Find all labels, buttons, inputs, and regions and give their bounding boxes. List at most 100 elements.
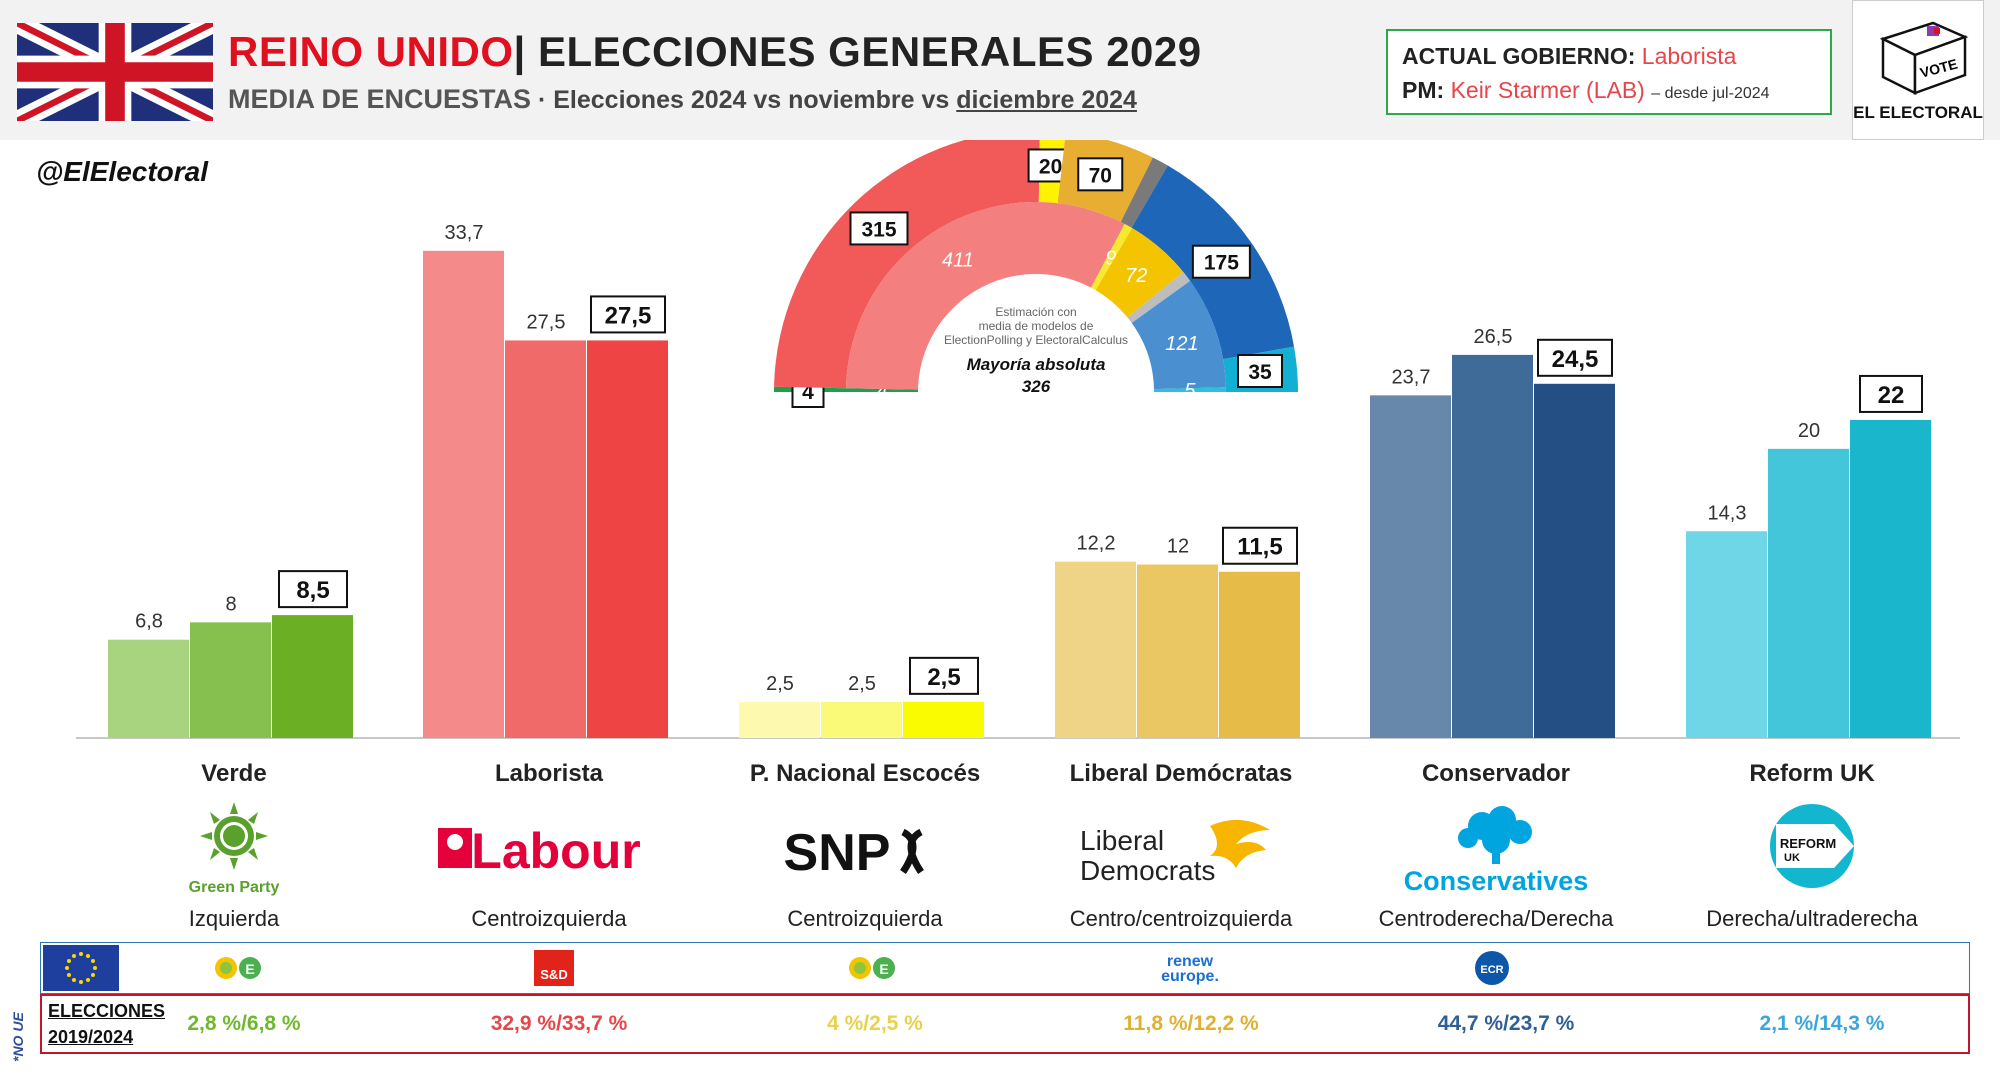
ecr-group-label: ECR xyxy=(1480,964,1503,976)
brand-name: EL ELECTORAL xyxy=(1853,103,1983,122)
eu-group-row xyxy=(40,942,1970,994)
snp-logo: SNP xyxy=(784,824,924,882)
value-label-snp-2: 2,5 xyxy=(927,664,960,691)
seats-outer-label-3: 70 xyxy=(1089,164,1112,187)
bar-verde-2 xyxy=(272,615,353,738)
seats-inner-segment-4 xyxy=(1127,271,1191,324)
libdem-logo: Liberal Democrats xyxy=(1080,819,1270,886)
bar-conservador-0 xyxy=(1370,395,1451,738)
value-label-box-libdem xyxy=(1222,526,1298,565)
result-conservador: 44,7 %/23,7 % xyxy=(1437,1012,1575,1035)
libdem-logo-text-1: Liberal xyxy=(1080,825,1164,856)
government-label: ACTUAL GOBIERNO: xyxy=(1402,43,1636,69)
seats-inner-segment-1 xyxy=(846,202,1125,390)
ideology-laborista: Centroizquierda xyxy=(471,906,627,931)
government-value: Laborista xyxy=(1641,43,1737,69)
value-label-box-snp xyxy=(909,656,979,695)
value-label-libdem-1: 12 xyxy=(1167,536,1189,558)
reform-logo-text-1: REFORM xyxy=(1780,836,1836,851)
subtitle-main: MEDIA DE ENCUESTAS xyxy=(228,84,532,114)
bar-libdem-0 xyxy=(1055,561,1136,738)
green-party-logo: Green Party xyxy=(189,802,280,896)
value-label-box-laborista xyxy=(590,295,666,334)
value-label-box-reform xyxy=(1859,374,1923,413)
seats-inner-segment-0 xyxy=(846,388,919,392)
seats-outer-label-box-1 xyxy=(849,211,909,246)
title-separator: | xyxy=(513,28,538,75)
sd-group-icon: S&D xyxy=(534,950,574,986)
value-label-box-conservador xyxy=(1537,338,1613,377)
bar-libdem-1 xyxy=(1137,564,1218,738)
result-laborista: 32,9 %/33,7 % xyxy=(490,1012,628,1035)
bar-verde-1 xyxy=(190,622,271,738)
majority-value: 326 xyxy=(1022,377,1051,396)
uk-flag-icon xyxy=(17,23,213,121)
bar-libdem-2 xyxy=(1219,571,1300,738)
labour-logo: Labour xyxy=(438,823,641,879)
subtitle-latest: diciembre 2024 xyxy=(956,86,1137,114)
greens-efa-icon-snp: E xyxy=(849,957,895,979)
result-snp: 4 %/2,5 % xyxy=(827,1012,923,1035)
bar-reform-2 xyxy=(1850,419,1931,738)
bar-conservador-1 xyxy=(1452,354,1533,738)
value-label-conservador-1: 26,5 xyxy=(1474,326,1513,348)
results-label-2: 2019/2024 xyxy=(48,1027,134,1047)
pm-label: PM: xyxy=(1402,77,1445,103)
value-label-reform-2: 22 xyxy=(1878,382,1905,409)
bar-snp-1 xyxy=(821,701,902,738)
seats-outer-label-box-6 xyxy=(1237,354,1283,388)
poll-bar-chart: 6,8 8 8,5 33,7 27,5 27,5 2,5 2,5 2,5 12,2 12 11,5 23… xyxy=(76,140,1960,739)
bar-snp-2 xyxy=(903,701,984,738)
party-name-laborista: Laborista xyxy=(494,760,604,787)
conservative-logo-text: Conservatives xyxy=(1404,866,1589,896)
seats-inner-segment-5 xyxy=(1131,280,1226,390)
value-label-laborista-0: 33,7 xyxy=(445,222,484,244)
subtitle-comparison: Elecciones 2024 vs noviembre vs xyxy=(553,86,957,114)
labour-logo-text: Labour xyxy=(471,823,640,879)
party-name-verde: Verde xyxy=(201,760,267,787)
title-country: REINO UNIDO xyxy=(228,28,514,75)
seats-inner-label-5: 121 xyxy=(1165,333,1198,355)
bar-reform-0 xyxy=(1686,531,1767,738)
seats-outer-label-box-5 xyxy=(1191,244,1251,279)
bar-laborista-1 xyxy=(505,340,586,738)
ideology-reform: Derecha/ultraderecha xyxy=(1706,906,1918,931)
value-label-laborista-1: 27,5 xyxy=(527,311,566,333)
seats-outer-label-5: 175 xyxy=(1204,252,1239,275)
seats-inner-segment-3 xyxy=(1095,228,1184,318)
header-banner: REINO UNIDO| ELECCIONES GENERALES 2029 M… xyxy=(0,0,2000,140)
result-reform: 2,1 %/14,3 % xyxy=(1759,1012,1885,1035)
page-subtitle: MEDIA DE ENCUESTAS · Elecciones 2024 vs … xyxy=(228,84,1137,115)
party-name-conservador: Conservador xyxy=(1421,760,1571,787)
party-name-libdem: Liberal Demócratas xyxy=(1069,760,1293,787)
sd-group-label: S&D xyxy=(540,967,567,982)
svg-text:E: E xyxy=(879,961,888,977)
seats-inner-label-2: 9 xyxy=(1105,247,1116,269)
result-libdem: 11,8 %/12,2 % xyxy=(1123,1012,1259,1035)
snp-logo-text: SNP xyxy=(784,824,891,882)
reform-logo-text-2: UK xyxy=(1784,852,1800,864)
no-ue-label: *NO UE xyxy=(10,1012,26,1062)
government-row: ACTUAL GOBIERNO: Laborista xyxy=(1402,39,1816,73)
seats-note-1: media de modelos de xyxy=(979,319,1094,333)
pm-value: Keir Starmer (LAB) xyxy=(1450,77,1645,103)
renew-europe-icon: renew europe. xyxy=(1161,953,1219,985)
bar-snp-0 xyxy=(739,701,820,738)
seats-note-2: ElectionPolling y ElectoralCalculus xyxy=(944,333,1128,347)
value-label-conservador-0: 23,7 xyxy=(1392,366,1431,388)
value-label-libdem-0: 12,2 xyxy=(1077,533,1116,555)
twitter-handle: @ElElectoral xyxy=(36,156,209,187)
ecr-group-icon: ECR xyxy=(1475,951,1509,985)
svg-text:E: E xyxy=(245,961,254,977)
eu-flag-icon xyxy=(43,945,119,991)
seats-inner-segment-6 xyxy=(1153,387,1226,392)
value-label-reform-0: 14,3 xyxy=(1708,502,1747,524)
ideology-libdem: Centro/centroizquierda xyxy=(1069,906,1293,931)
majority-label: Mayoría absoluta xyxy=(967,355,1106,374)
el-electoral-logo: VOTE EL ELECTORAL xyxy=(1852,0,1984,140)
value-label-libdem-2: 11,5 xyxy=(1237,534,1282,561)
ballot-box-icon: VOTE xyxy=(1879,21,1969,96)
seats-outer-segment-4 xyxy=(1120,157,1168,228)
conservative-logo: Conservatives xyxy=(1404,806,1589,896)
green-logo-text: Green Party xyxy=(189,879,280,896)
